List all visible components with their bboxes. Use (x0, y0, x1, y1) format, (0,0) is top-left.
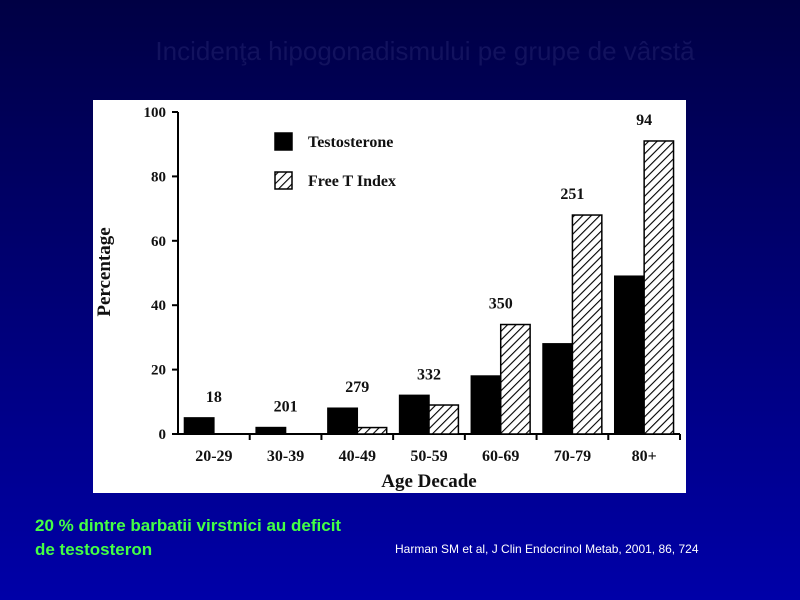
group-size-label: 18 (206, 389, 222, 406)
y-tick-label: 40 (151, 298, 166, 314)
x-axis-label: Age Decade (381, 471, 477, 492)
legend-label: Free T Index (308, 173, 396, 190)
x-tick-label: 20-29 (195, 448, 232, 465)
legend-swatch (274, 132, 293, 151)
y-tick-label: 80 (151, 169, 166, 185)
y-axis-label: Percentage (94, 227, 115, 316)
bar (470, 375, 502, 435)
x-tick-label: 50-59 (410, 448, 447, 465)
y-tick-label: 60 (151, 234, 166, 250)
legend-label: Testosterone (308, 134, 393, 151)
group-size-label: 350 (489, 296, 513, 313)
bar (255, 426, 287, 435)
x-tick-label: 70-79 (554, 448, 591, 465)
group-size-label: 279 (345, 379, 369, 396)
bar (499, 323, 531, 435)
caption-line: 20 % dintre barbatii virstnici au defici… (35, 516, 341, 535)
group-size-label: 251 (560, 186, 584, 203)
bar (428, 404, 460, 435)
group-size-label: 332 (417, 366, 441, 383)
x-tick-label: 40-49 (339, 448, 376, 465)
y-tick-label: 100 (144, 105, 167, 121)
group-size-label: 94 (636, 112, 652, 129)
x-tick-label: 30-39 (267, 448, 304, 465)
y-tick-label: 0 (159, 427, 167, 443)
bar (398, 394, 430, 435)
bar (571, 214, 603, 435)
legend-swatch (274, 171, 293, 190)
bar (643, 140, 675, 435)
bar (542, 343, 574, 435)
bar (183, 417, 215, 435)
x-tick-label: 60-69 (482, 448, 519, 465)
source: Harman SM et al, J Clin Endocrinol Metab… (395, 542, 699, 556)
group-size-label: 201 (274, 399, 298, 416)
y-tick-label: 20 (151, 363, 166, 379)
bar (327, 407, 359, 435)
bar (613, 275, 645, 435)
slide-title: Incidenţa hipogonadismului pe grupe de v… (155, 36, 695, 66)
x-tick-label: 80+ (632, 448, 657, 465)
caption-line: de testosteron (35, 540, 152, 559)
bar (356, 426, 388, 435)
